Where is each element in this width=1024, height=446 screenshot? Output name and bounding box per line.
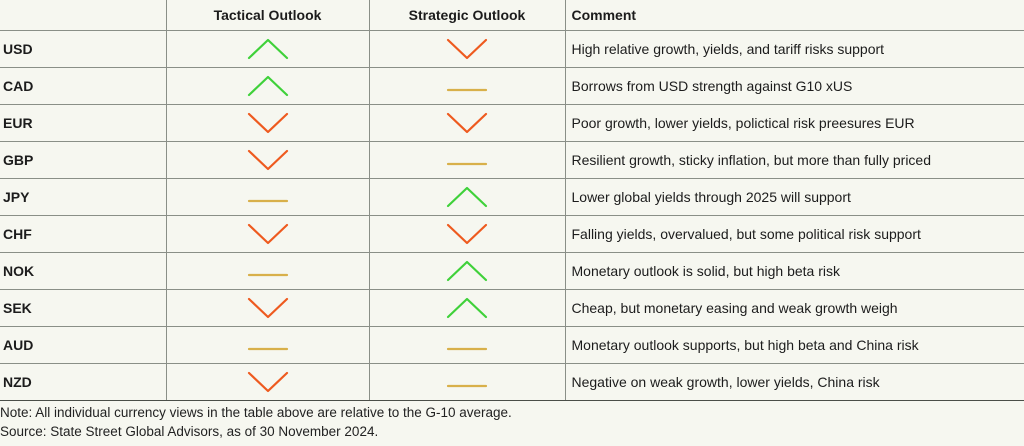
table-header-row: Tactical Outlook Strategic Outlook Comme… [0, 0, 1024, 31]
currency-code: GBP [0, 141, 166, 179]
comment-text: Poor growth, lower yields, polictical ri… [564, 104, 1024, 142]
chevron-down-icon [246, 370, 290, 394]
currency-code: JPY [0, 178, 166, 216]
tactical-outlook-cell [165, 289, 369, 327]
strategic-outlook-cell [368, 67, 565, 105]
strategic-outlook-cell [368, 30, 565, 68]
neutral-dash-icon [445, 370, 489, 394]
tactical-outlook-cell [165, 326, 369, 364]
comment-text: Falling yields, overvalued, but some pol… [564, 215, 1024, 253]
footnotes: Note: All individual currency views in t… [0, 403, 512, 441]
strategic-outlook-cell [368, 104, 565, 142]
chevron-down-icon [445, 222, 489, 246]
strategic-outlook-cell [368, 215, 565, 253]
tactical-outlook-cell [165, 141, 369, 179]
currency-code: NOK [0, 252, 166, 290]
tactical-outlook-cell [165, 363, 369, 401]
comment-header: Comment [564, 0, 1024, 31]
comment-text: Borrows from USD strength against G10 xU… [564, 67, 1024, 105]
currency-code: EUR [0, 104, 166, 142]
chevron-up-icon [445, 296, 489, 320]
comment-text: Negative on weak growth, lower yields, C… [564, 363, 1024, 401]
chevron-up-icon [246, 74, 290, 98]
table-row: CHF Falling yields, overvalued, but some … [0, 215, 1024, 253]
strategic-outlook-cell [368, 252, 565, 290]
strategic-outlook-header: Strategic Outlook [368, 0, 565, 31]
strategic-outlook-cell [368, 363, 565, 401]
strategic-outlook-cell [368, 326, 565, 364]
chevron-up-icon [445, 185, 489, 209]
tactical-outlook-cell [165, 215, 369, 253]
table-row: JPY Lower global yields through 2025 will… [0, 178, 1024, 216]
table-row: NOK Monetary outlook is solid, but high b… [0, 252, 1024, 290]
table-row: GBP Resilient growth, sticky inflation, b… [0, 141, 1024, 179]
strategic-outlook-cell [368, 178, 565, 216]
table-row: SEK Cheap, but monetary easing and weak g… [0, 289, 1024, 327]
currency-code: CHF [0, 215, 166, 253]
currency-code: NZD [0, 363, 166, 401]
table-row: NZD Negative on weak growth, lower yields… [0, 363, 1024, 401]
tactical-outlook-cell [165, 30, 369, 68]
neutral-dash-icon [445, 333, 489, 357]
table-row: EUR Poor growth, lower yields, polictical… [0, 104, 1024, 142]
currency-code: AUD [0, 326, 166, 364]
strategic-outlook-cell [368, 289, 565, 327]
neutral-dash-icon [246, 185, 290, 209]
footnote-source: Source: State Street Global Advisors, as… [0, 424, 379, 439]
chevron-up-icon [246, 37, 290, 61]
chevron-down-icon [246, 111, 290, 135]
comment-text: Resilient growth, sticky inflation, but … [564, 141, 1024, 179]
table-row: AUD Monetary outlook supports, but high b… [0, 326, 1024, 364]
neutral-dash-icon [246, 333, 290, 357]
tactical-outlook-cell [165, 67, 369, 105]
neutral-dash-icon [246, 259, 290, 283]
chevron-down-icon [246, 148, 290, 172]
footnote-note: Note: All individual currency views in t… [0, 405, 512, 420]
neutral-dash-icon [445, 148, 489, 172]
neutral-dash-icon [445, 74, 489, 98]
currency-column-header [0, 0, 166, 31]
tactical-outlook-cell [165, 252, 369, 290]
comment-text: Lower global yields through 2025 will su… [564, 178, 1024, 216]
comment-text: High relative growth, yields, and tariff… [564, 30, 1024, 68]
currency-outlook-table: Tactical Outlook Strategic Outlook Comme… [0, 0, 1024, 401]
comment-text: Monetary outlook supports, but high beta… [564, 326, 1024, 364]
comment-text: Monetary outlook is solid, but high beta… [564, 252, 1024, 290]
chevron-down-icon [246, 296, 290, 320]
comment-text: Cheap, but monetary easing and weak grow… [564, 289, 1024, 327]
tactical-outlook-header: Tactical Outlook [165, 0, 369, 31]
tactical-outlook-cell [165, 104, 369, 142]
chevron-down-icon [445, 111, 489, 135]
table-row: CAD Borrows from USD strength against G10… [0, 67, 1024, 105]
currency-code: CAD [0, 67, 166, 105]
strategic-outlook-cell [368, 141, 565, 179]
currency-code: SEK [0, 289, 166, 327]
chevron-up-icon [445, 259, 489, 283]
chevron-down-icon [445, 37, 489, 61]
table-row: USD High relative growth, yields, and tar… [0, 30, 1024, 68]
currency-code: USD [0, 30, 166, 68]
tactical-outlook-cell [165, 178, 369, 216]
chevron-down-icon [246, 222, 290, 246]
